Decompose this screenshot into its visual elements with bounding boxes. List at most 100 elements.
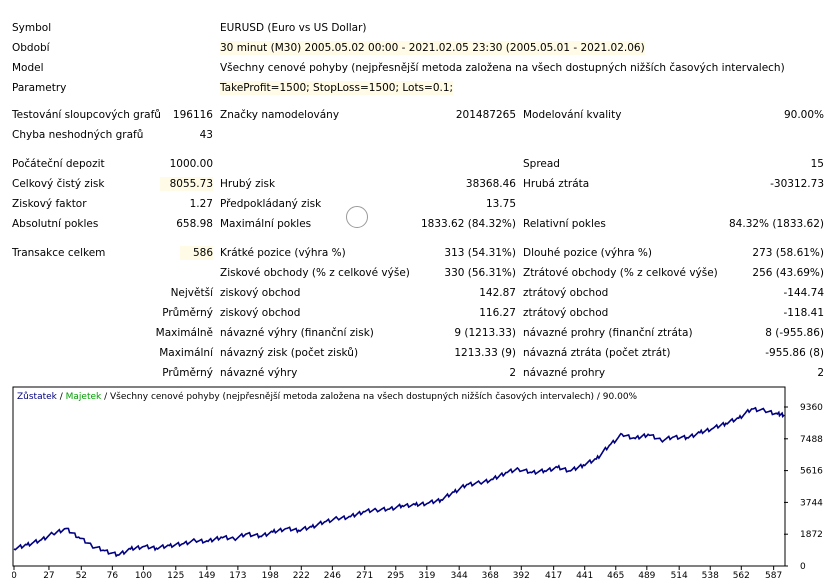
chart-legend: Zůstatek / Majetek / Všechny cenové pohy… <box>17 391 638 402</box>
period-value: 30 minut (M30) 2005.05.02 00:00 - 2021.0… <box>220 41 645 55</box>
average-loss-value: -118.41 <box>783 307 824 319</box>
maximal-label: Maximální <box>159 347 213 359</box>
y-tick-label: 7488 <box>800 435 823 445</box>
x-tick-label: 587 <box>765 571 782 581</box>
x-tick-label: 222 <box>293 571 310 581</box>
ticks-modelled-value: 201487265 <box>455 109 516 121</box>
average-label: Průměrný <box>162 307 213 319</box>
x-tick-label: 246 <box>324 571 341 581</box>
spread-value: 15 <box>810 158 824 170</box>
avg-cons-losses-value: 2 <box>817 367 824 379</box>
rel-drawdown-value: 84.32% (1833.62) <box>729 218 824 230</box>
model-label: Model <box>12 62 44 74</box>
profit-trades-label: Ziskové obchody (% z celkové výše) <box>220 267 410 279</box>
maximal-loss-label: návazná ztráta (počet ztrát) <box>523 347 671 359</box>
symbol-value: EURUSD (Euro vs US Dollar) <box>220 22 367 34</box>
balance-series-line <box>13 406 785 558</box>
long-value: 273 (58.61%) <box>752 247 824 259</box>
x-tick-label: 562 <box>733 571 750 581</box>
initial-deposit-value: 1000.00 <box>169 158 213 170</box>
largest-loss-value: -144.74 <box>783 287 824 299</box>
x-axis: 0 27 52 76 100 125 149 173 198 222 246 271 295 319 344… <box>12 566 782 581</box>
expected-payoff-value: 13.75 <box>485 198 516 210</box>
y-tick-label: 3744 <box>800 498 823 508</box>
legend-separator: / <box>57 392 66 402</box>
x-tick-label: 52 <box>76 571 87 581</box>
avg-cons-wins-label: návazné výhry <box>220 367 298 379</box>
chart-frame <box>12 386 786 567</box>
legend-rest: / Všechny cenové pohyby (nejpřesnější me… <box>101 391 637 402</box>
net-profit-label: Celkový čistý zisk <box>12 178 105 190</box>
largest-profit-label: ziskový obchod <box>220 287 301 299</box>
short-label: Krátké pozice (výhra %) <box>220 247 346 259</box>
x-tick-label: 100 <box>135 571 152 581</box>
largest-loss-label: ztrátový obchod <box>523 287 609 299</box>
x-tick-label: 271 <box>356 571 373 581</box>
maxcons-losses-label: návazné prohry (finanční ztráta) <box>523 327 693 339</box>
maxcons-label: Maximálně <box>155 327 213 339</box>
maxcons-wins-value: 9 (1213.33) <box>454 327 516 339</box>
legend-equity: Majetek <box>66 392 102 402</box>
max-drawdown-label: Maximální pokles <box>220 218 312 230</box>
gross-profit-label: Hrubý zisk <box>220 178 276 190</box>
ticks-modelled-label: Značky namodelovány <box>220 109 340 121</box>
average-loss-label: ztrátový obchod <box>523 307 609 319</box>
y-tick-label: 1872 <box>800 530 823 540</box>
total-trades-label: Transakce celkem <box>12 247 106 259</box>
x-tick-label: 173 <box>229 571 246 581</box>
avg-cons-wins-value: 2 <box>509 367 516 379</box>
gross-profit-value: 38368.46 <box>465 178 516 190</box>
average-profit-value: 116.27 <box>479 307 516 319</box>
maximal-profit-value: 1213.33 (9) <box>454 347 516 359</box>
max-drawdown-value: 1833.62 (84.32%) <box>421 218 516 230</box>
x-tick-label: 125 <box>167 571 184 581</box>
maximal-loss-value: -955.86 (8) <box>765 347 824 359</box>
mismatched-label: Chyba neshodných grafů <box>12 129 144 141</box>
y-tick-label: 9360 <box>800 403 823 413</box>
avg-cons-label: Průměrný <box>162 367 213 379</box>
x-tick-label: 538 <box>702 571 719 581</box>
avg-cons-losses-label: návazné prohry <box>523 367 606 379</box>
average-profit-label: ziskový obchod <box>220 307 301 319</box>
expected-payoff-label: Předpokládaný zisk <box>220 198 322 210</box>
x-tick-label: 27 <box>43 571 54 581</box>
abs-drawdown-value: 658.98 <box>176 218 213 230</box>
net-profit-value: 8055.73 <box>160 177 213 191</box>
abs-drawdown-label: Absolutní pokles <box>12 218 99 230</box>
mouse-cursor-circle <box>346 206 368 228</box>
balance-chart: Zůstatek / Majetek / Všechny cenové pohy… <box>12 386 823 581</box>
legend-balance: Zůstatek <box>17 391 58 402</box>
total-trades-value: 586 <box>180 246 213 260</box>
x-tick-label: 149 <box>198 571 215 581</box>
rel-drawdown-label: Relativní pokles <box>523 218 606 230</box>
maximal-profit-label: návazný zisk (počet zisků) <box>220 347 359 359</box>
x-tick-label: 514 <box>671 571 688 581</box>
largest-label: Největší <box>170 287 213 299</box>
y-tick-label: 0 <box>800 562 806 572</box>
maxcons-losses-value: 8 (-955.86) <box>765 327 824 339</box>
largest-profit-value: 142.87 <box>479 287 516 299</box>
x-tick-label: 295 <box>387 571 404 581</box>
x-tick-label: 76 <box>107 571 119 581</box>
gross-loss-value: -30312.73 <box>770 178 824 190</box>
x-tick-label: 465 <box>607 571 624 581</box>
y-tick-label: 5616 <box>800 467 823 477</box>
x-tick-label: 0 <box>12 571 17 581</box>
maxcons-wins-label: návazné výhry (finanční zisk) <box>220 327 374 339</box>
y-axis: 9360 7488 5616 3744 1872 0 <box>784 403 823 572</box>
gross-loss-label: Hrubá ztráta <box>523 178 590 190</box>
model-value: Všechny cenové pohyby (nejpřesnější meto… <box>220 62 785 74</box>
x-tick-label: 368 <box>482 571 499 581</box>
bars-tested-label: Testování sloupcových grafů <box>12 109 161 121</box>
profit-factor-value: 1.27 <box>189 198 213 210</box>
spread-label: Spread <box>523 158 560 170</box>
period-label: Období <box>12 42 50 54</box>
symbol-label: Symbol <box>12 22 52 34</box>
x-tick-label: 417 <box>545 571 562 581</box>
profit-factor-label: Ziskový faktor <box>12 198 87 210</box>
x-tick-label: 319 <box>418 571 435 581</box>
x-tick-label: 198 <box>262 571 279 581</box>
initial-deposit-label: Počáteční depozit <box>12 158 105 170</box>
profit-trades-value: 330 (56.31%) <box>444 267 516 279</box>
loss-trades-value: 256 (43.69%) <box>752 267 824 279</box>
